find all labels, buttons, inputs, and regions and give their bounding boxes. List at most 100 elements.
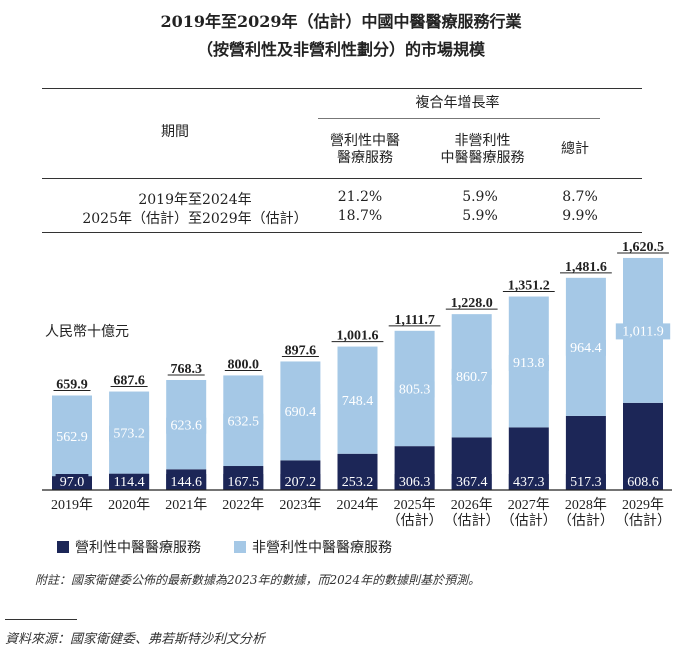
- data-label-profit-bg: [394, 474, 435, 490]
- group-rule: [318, 118, 600, 119]
- total-label: 1,481.6: [565, 260, 607, 275]
- total-label: 1,351.2: [508, 279, 550, 294]
- data-label-profit: 97.0: [60, 475, 85, 490]
- x-tick-label: 2026年: [451, 497, 493, 513]
- total-label: 768.3: [170, 362, 202, 377]
- x-tick-label: 2027年: [508, 497, 550, 513]
- x-tick-label: （估計）: [501, 513, 557, 529]
- data-label-nonprofit-bg: [565, 339, 606, 356]
- row-value: 8.7%: [562, 189, 598, 205]
- legend-swatch-nonprofit: [234, 541, 246, 553]
- data-label-nonprofit-bg: [451, 368, 492, 385]
- x-tick-label: 2024年: [337, 497, 379, 513]
- data-label-nonprofit: 860.7: [456, 370, 488, 385]
- x-tick-label: 2023年: [279, 497, 321, 513]
- data-label-nonprofit: 632.5: [228, 415, 260, 430]
- x-tick-label: 2025年: [394, 497, 436, 513]
- total-label: 1,620.5: [622, 240, 664, 255]
- total-label: 1,001.6: [337, 329, 379, 344]
- row-value: 21.2%: [337, 189, 383, 205]
- data-label-profit: 517.3: [570, 475, 602, 490]
- data-label-nonprofit: 1,011.9: [622, 324, 663, 339]
- data-label-profit-bg: [451, 474, 492, 490]
- x-tick-label: 2021年: [165, 497, 207, 513]
- data-label-nonprofit: 748.4: [342, 394, 374, 409]
- table-top-rule: [42, 88, 642, 89]
- data-label-nonprofit-bg: [109, 425, 150, 442]
- footnote: 附註：國家衛健委公佈的最新數據為2023年的數據，而2024年的數據則基於預測。: [35, 573, 481, 587]
- data-label-profit: 253.2: [342, 475, 374, 490]
- data-label-profit: 167.5: [228, 475, 260, 490]
- data-label-profit-bg: [223, 474, 264, 490]
- row-period: 2025年（估計）至2029年（估計）: [82, 211, 308, 227]
- data-label-profit-bg: [508, 474, 549, 490]
- chart-subtitle: （按營利性及非營利性劃分）的市場規模: [196, 40, 485, 59]
- total-label: 897.6: [285, 343, 317, 358]
- chart-title: 2019年至2029年（估計）中國中醫醫療服務行業: [160, 12, 522, 31]
- source-rule: [5, 619, 77, 620]
- data-label-nonprofit-bg: [394, 381, 435, 398]
- x-tick-label: 2020年: [108, 497, 150, 513]
- cagr-group-header: 複合年增長率: [415, 95, 500, 111]
- data-label-profit-bg: [623, 474, 663, 490]
- data-label-nonprofit: 690.4: [285, 405, 317, 420]
- data-label-profit: 608.6: [627, 475, 659, 490]
- data-label-profit: 437.3: [513, 475, 545, 490]
- period-header: 期間: [161, 124, 189, 140]
- col-header-nonprofit: 非營利性 中醫醫療服務: [440, 133, 525, 166]
- data-label-profit-bg: [55, 474, 89, 490]
- total-label: 800.0: [228, 357, 260, 372]
- data-label-nonprofit-bg: [508, 354, 549, 371]
- source: 資料來源：國家衛健委、弗若斯特沙利文分析: [5, 632, 266, 647]
- legend-label-nonprofit: 非營利性中醫醫療服務: [252, 540, 392, 556]
- data-label-nonprofit: 805.3: [399, 382, 431, 397]
- data-label-profit-bg: [565, 474, 606, 490]
- data-label-nonprofit: 623.6: [170, 419, 202, 434]
- col-header-total: 總計: [561, 141, 589, 157]
- data-label-nonprofit-bg: [52, 428, 92, 445]
- x-tick-label: （估計）: [558, 513, 614, 529]
- row-value: 5.9%: [462, 189, 498, 205]
- data-label-nonprofit: 913.8: [513, 356, 545, 371]
- total-label: 687.6: [113, 374, 145, 389]
- data-label-nonprofit-bg: [615, 323, 671, 340]
- x-tick-label: （估計）: [387, 513, 443, 529]
- x-tick-label: 2029年: [622, 497, 664, 513]
- data-label-nonprofit: 562.9: [56, 430, 88, 445]
- x-tick-label: 2028年: [565, 497, 607, 513]
- table-bottom-rule: [42, 232, 642, 233]
- data-label-nonprofit: 573.2: [113, 427, 145, 442]
- row-value: 9.9%: [562, 208, 598, 224]
- header-rule: [42, 178, 642, 179]
- legend-swatch-profit: [57, 541, 69, 553]
- x-tick-label: （估計）: [615, 513, 671, 529]
- data-label-nonprofit-bg: [337, 393, 378, 410]
- row-value: 18.7%: [337, 208, 383, 224]
- x-tick-label: 2022年: [222, 497, 264, 513]
- row-value: 5.9%: [462, 208, 498, 224]
- total-label: 1,228.0: [451, 296, 493, 311]
- data-label-profit: 207.2: [285, 475, 317, 490]
- bar-chart: 97.0 562.9 659.9 2019年 114.4 573.2 687.6 2020年 1…: [42, 240, 672, 529]
- data-label-profit: 306.3: [399, 475, 431, 490]
- data-label-profit-bg: [337, 474, 378, 490]
- data-label-nonprofit-bg: [166, 417, 207, 434]
- data-label-profit-bg: [109, 474, 150, 490]
- x-tick-label: （估計）: [444, 513, 500, 529]
- y-axis-unit-label: 人民幣十億元: [45, 324, 129, 340]
- x-tick-label: 2019年: [51, 497, 93, 513]
- data-label-nonprofit-bg: [223, 413, 264, 430]
- data-label-profit-bg: [166, 474, 207, 490]
- data-label-profit: 144.6: [170, 475, 202, 490]
- total-label: 1,111.7: [394, 313, 434, 328]
- col-header-profit: 營利性中醫 醫療服務: [330, 133, 400, 166]
- row-period: 2019年至2024年: [138, 192, 252, 208]
- data-label-profit: 114.4: [114, 475, 145, 490]
- legend-label-profit: 營利性中醫醫療服務: [75, 540, 201, 556]
- data-label-nonprofit: 964.4: [570, 341, 602, 356]
- data-label-nonprofit-bg: [280, 403, 321, 420]
- data-label-profit: 367.4: [456, 475, 488, 490]
- total-label: 659.9: [56, 378, 88, 393]
- data-label-profit-bg: [280, 474, 321, 490]
